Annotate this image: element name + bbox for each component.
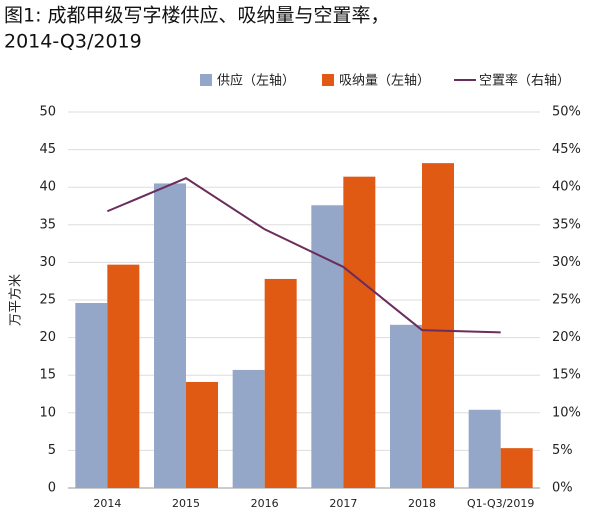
y2-tick-label: 10% [552, 405, 581, 420]
line [106, 177, 501, 334]
y2-tick-label: 25% [552, 293, 581, 308]
legend-swatch [200, 74, 212, 86]
y-tick-label: 40 [39, 180, 56, 195]
y-tick-label: 20 [39, 330, 56, 345]
y-axis-label: 万平方米 [8, 274, 24, 326]
legend-label: 供应（左轴） [217, 73, 295, 89]
y2-tick-label: 45% [552, 142, 581, 157]
y2-tick-label: 50% [552, 105, 581, 120]
y2-tick-label: 20% [552, 330, 581, 345]
chart-title: 图1: 成都甲级写字楼供应、吸纳量与空置率， [4, 5, 390, 27]
y2-tick-label: 0% [552, 481, 573, 496]
x-tick-label: 2018 [408, 497, 436, 510]
y-tick-label: 30 [39, 255, 56, 270]
chart-title: 2014-Q3/2019 [4, 31, 142, 53]
y-tick-label: 35 [39, 217, 56, 232]
x-tick-label: 2016 [251, 497, 279, 510]
bar [343, 176, 376, 488]
bar [186, 381, 218, 488]
y-tick-label: 5 [48, 443, 56, 458]
bar [264, 278, 297, 488]
y-tick-label: 0 [48, 481, 56, 496]
bar [107, 264, 140, 488]
x-tick-label: 2015 [172, 497, 200, 510]
x-tick-label: 2014 [93, 497, 121, 510]
y2-tick-label: 30% [552, 255, 581, 270]
y-tick-label: 10 [39, 405, 56, 420]
x-tick-label: Q1-Q3/2019 [467, 497, 534, 510]
legend-label: 吸纳量（左轴） [339, 74, 430, 89]
bar [154, 183, 186, 488]
y-tick-label: 50 [39, 105, 56, 120]
y-tick-label: 15 [39, 368, 56, 383]
y-tick-label: 25 [39, 293, 56, 308]
y2-tick-label: 15% [552, 368, 581, 383]
bar [468, 409, 501, 488]
y2-tick-label: 5% [552, 443, 573, 458]
y2-tick-label: 35% [552, 217, 581, 232]
bar [422, 163, 454, 489]
y2-tick-label: 40% [552, 180, 581, 195]
bar [390, 324, 422, 488]
y-tick-label: 45 [39, 142, 56, 157]
bar [500, 448, 533, 488]
bar [232, 369, 265, 488]
x-tick-label: 2017 [329, 497, 357, 510]
bar [311, 205, 344, 489]
legend-label: 空置率（右轴） [479, 73, 570, 89]
bar [75, 303, 108, 488]
legend-swatch [322, 74, 334, 86]
